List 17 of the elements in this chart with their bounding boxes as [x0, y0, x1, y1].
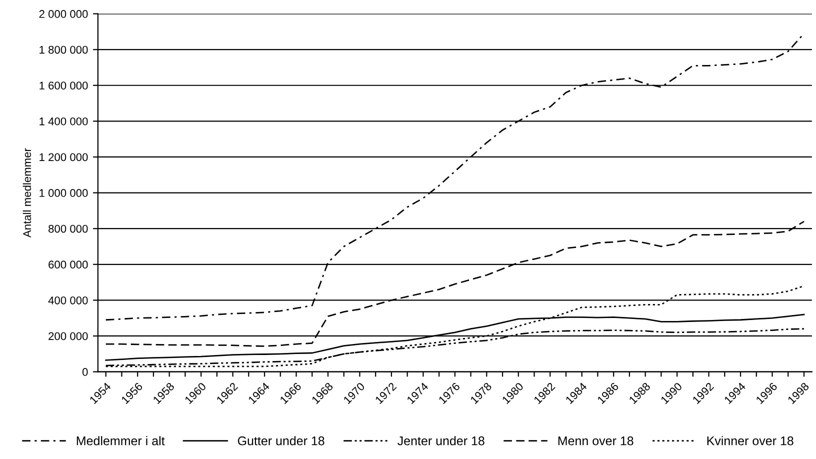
- y-tick-label: 200 000: [48, 332, 88, 340]
- y-tick-label: 2 000 000: [39, 10, 88, 18]
- y-tick-label: 0: [82, 368, 88, 376]
- legend-label: Gutter under 18: [238, 436, 324, 446]
- legend-label: Medlemmer i alt: [76, 436, 165, 446]
- y-tick-label: 400 000: [48, 296, 88, 304]
- legend-label: Menn over 18: [558, 436, 634, 446]
- legend-label: Jenter under 18: [398, 436, 484, 446]
- y-tick-label: 1 800 000: [40, 46, 88, 54]
- y-tick-label: 1 000 000: [40, 189, 88, 197]
- y-tick-label: 1 400 000: [40, 117, 88, 126]
- y-tick-label: 1 200 000: [40, 153, 88, 162]
- legend-label: Kvinner over 18: [707, 436, 794, 446]
- y-tick-label: 600 000: [48, 260, 88, 269]
- y-tick-label: 800 000: [48, 224, 88, 233]
- y-axis-title: Antall medlemmer: [22, 148, 32, 238]
- y-tick-label: 1 600 000: [40, 82, 88, 90]
